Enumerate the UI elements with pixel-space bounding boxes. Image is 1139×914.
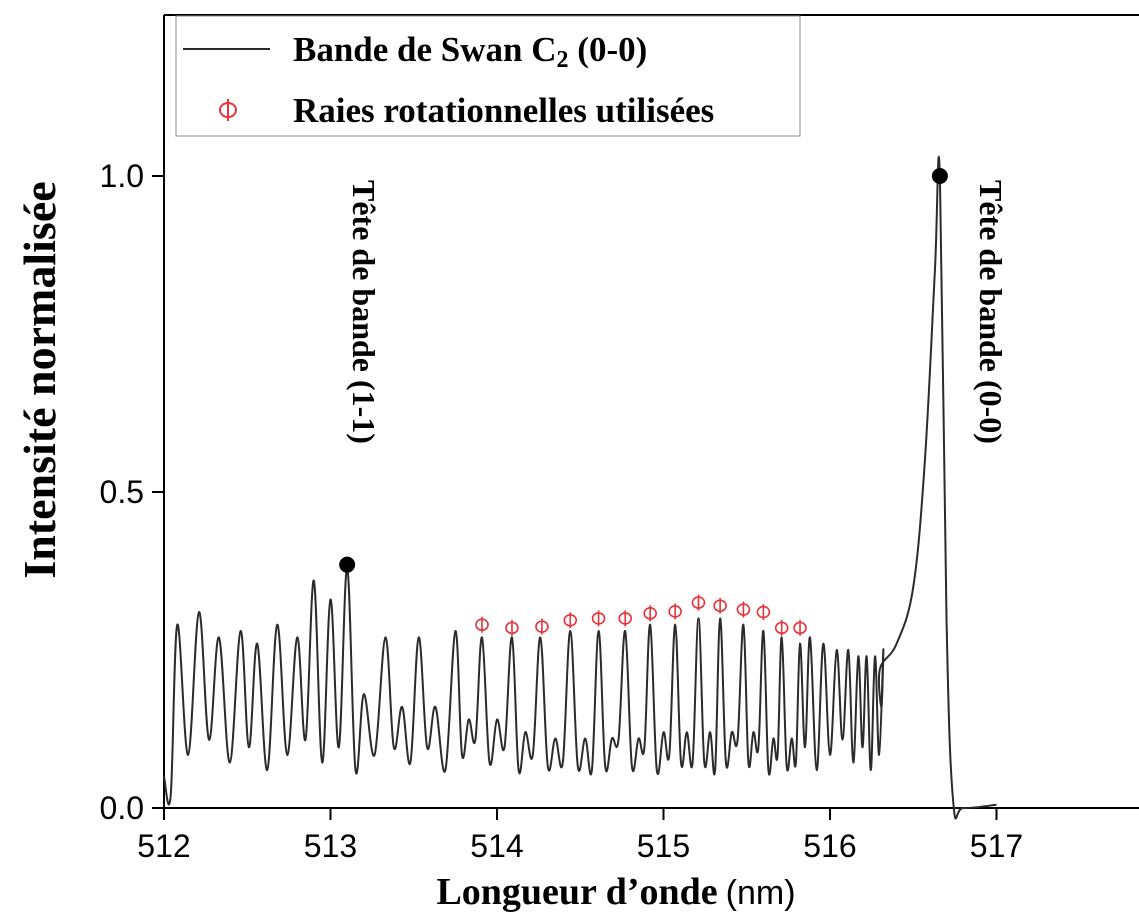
x-tick-label: 515 <box>637 828 690 864</box>
rotational-line-marker <box>505 619 519 636</box>
rotational-line-marker <box>643 605 657 622</box>
spectrum-series <box>163 155 997 820</box>
x-tick-label: 516 <box>803 828 856 864</box>
x-tick-label: 512 <box>137 828 190 864</box>
legend-box <box>175 15 801 137</box>
y-tick-label: 1.0 <box>100 158 144 194</box>
axis-ticks: 512 513 514 515 516 517 0.0 0.5 1.0 <box>100 158 1024 864</box>
legend: Bande de Swan C2 (0-0) Raies rotationnel… <box>175 15 801 137</box>
legend-marker-swatch <box>219 99 237 121</box>
x-tick-label: 517 <box>970 828 1023 864</box>
rotational-line-marker <box>563 612 578 629</box>
legend-marker-label: Raies rotationnelles utilisées <box>293 91 714 130</box>
spectrum-line <box>163 155 997 820</box>
rotational-line-marker <box>475 616 489 633</box>
legend-line-label: Bande de Swan C2 (0-0) <box>293 30 647 73</box>
band-heads: Tête de bande (1-1) Tête de bande (0-0) <box>339 168 1009 573</box>
rotational-line-marker <box>668 603 682 620</box>
rotational-line-marker <box>535 618 549 635</box>
y-tick-label: 0.0 <box>100 790 144 826</box>
band-head-point <box>339 556 356 573</box>
band-head-point <box>931 168 948 184</box>
y-axis-title: Intensité normalisée <box>14 181 65 578</box>
band-head-label: Tête de bande (1-1) <box>346 180 382 444</box>
rotational-line-marker <box>736 601 751 618</box>
x-tick-label: 513 <box>304 828 357 864</box>
legend-subscript: 2 <box>557 47 569 73</box>
x-tick-label: 514 <box>470 828 523 864</box>
rotational-line-marker <box>591 610 606 627</box>
rotational-line-markers <box>475 594 807 636</box>
rotational-line-marker <box>756 604 771 621</box>
rotational-line-marker <box>713 597 727 614</box>
rotational-line-marker <box>793 619 807 636</box>
rotational-line-marker <box>618 610 633 627</box>
rotational-line-marker <box>774 619 789 636</box>
y-tick-label: 0.5 <box>100 474 144 510</box>
band-head-label: Tête de bande (0-0) <box>973 180 1009 444</box>
rotational-line-marker <box>691 594 706 611</box>
x-axis-title: Longueur d’onde (nm) <box>436 871 795 913</box>
